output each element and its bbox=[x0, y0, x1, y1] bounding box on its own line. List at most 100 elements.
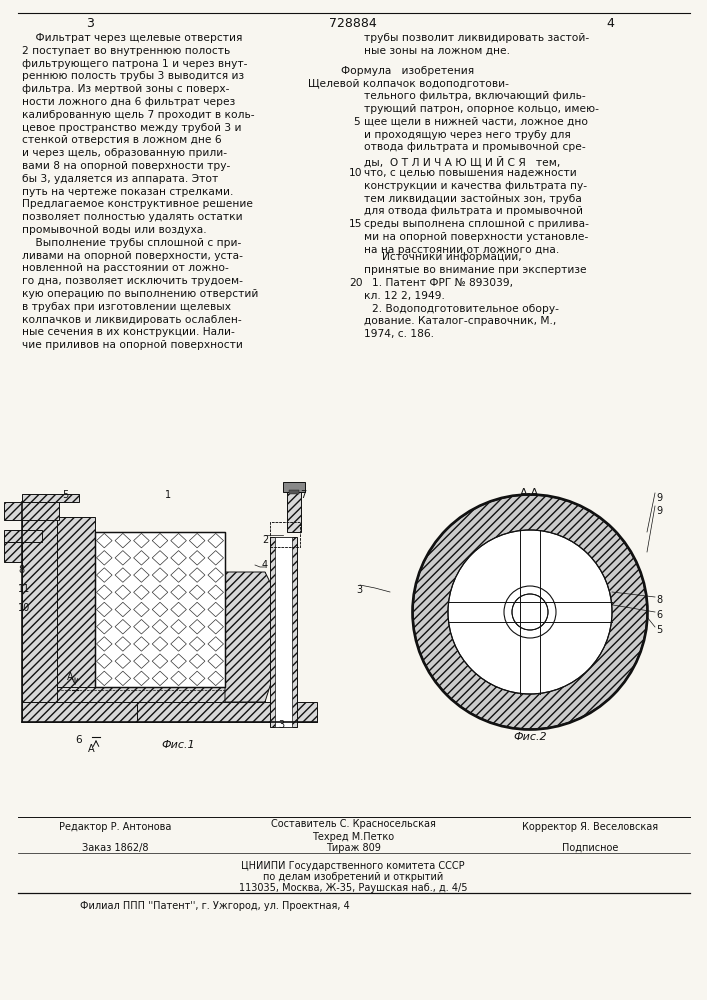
Bar bbox=[283, 482, 305, 492]
Text: 728884: 728884 bbox=[329, 17, 377, 30]
Text: на на расстоянии от ложного дна.: на на расстоянии от ложного дна. bbox=[364, 245, 559, 255]
Text: 1. Патент ФРГ № 893039,: 1. Патент ФРГ № 893039, bbox=[372, 278, 513, 288]
Text: щее щели в нижней части, ложное дно: щее щели в нижней части, ложное дно bbox=[364, 117, 588, 127]
Text: А: А bbox=[88, 744, 95, 754]
Text: ЦНИИПИ Государственного комитета СССР: ЦНИИПИ Государственного комитета СССР bbox=[241, 861, 464, 871]
Text: А: А bbox=[67, 672, 74, 682]
Wedge shape bbox=[413, 495, 647, 729]
Text: 20: 20 bbox=[349, 278, 363, 288]
Bar bbox=[287, 492, 301, 532]
Text: Редактор Р. Антонова: Редактор Р. Антонова bbox=[59, 822, 171, 832]
Text: 8: 8 bbox=[18, 565, 24, 575]
Text: тельного фильтра, включающий филь-: тельного фильтра, включающий филь- bbox=[364, 91, 586, 101]
Circle shape bbox=[512, 594, 548, 630]
Text: Выполнение трубы сплошной с при-: Выполнение трубы сплошной с при- bbox=[22, 238, 241, 248]
Text: 3: 3 bbox=[278, 720, 284, 730]
Text: среды выполнена сплошной с прилива-: среды выполнена сплошной с прилива- bbox=[364, 219, 589, 229]
Bar bbox=[22, 502, 57, 702]
Text: Составитель С. Красносельская: Составитель С. Красносельская bbox=[271, 819, 436, 829]
Text: 1974, с. 186.: 1974, с. 186. bbox=[364, 329, 434, 339]
Text: дование. Каталог-справочник, М.,: дование. Каталог-справочник, М., bbox=[364, 316, 556, 326]
Text: трующий патрон, опорное кольцо, имею-: трующий патрон, опорное кольцо, имею- bbox=[364, 104, 599, 114]
Bar bbox=[270, 537, 297, 727]
Text: Формула   изобретения: Формула изобретения bbox=[341, 66, 474, 76]
Text: что, с целью повышения надежности: что, с целью повышения надежности bbox=[364, 168, 577, 178]
Text: кую операцию по выполнению отверстий: кую операцию по выполнению отверстий bbox=[22, 289, 258, 299]
Text: цевое пространство между трубой 3 и: цевое пространство между трубой 3 и bbox=[22, 123, 242, 133]
Bar bbox=[4, 542, 22, 562]
Bar bbox=[137, 702, 317, 722]
Text: реннюю полость трубы 3 выводится из: реннюю полость трубы 3 выводится из bbox=[22, 71, 244, 81]
Text: 1: 1 bbox=[165, 490, 171, 500]
Bar bbox=[57, 687, 225, 702]
Text: позволяет полностью удалять остатки: позволяет полностью удалять остатки bbox=[22, 212, 243, 222]
Text: промывочной воды или воздуха.: промывочной воды или воздуха. bbox=[22, 225, 206, 235]
Circle shape bbox=[504, 586, 556, 638]
Text: Предлагаемое конструктивное решение: Предлагаемое конструктивное решение bbox=[22, 199, 253, 209]
Text: 4: 4 bbox=[262, 560, 268, 570]
Text: 113035, Москва, Ж-35, Раушская наб., д. 4/5: 113035, Москва, Ж-35, Раушская наб., д. … bbox=[239, 883, 467, 893]
Bar bbox=[95, 532, 225, 687]
Text: Подписное: Подписное bbox=[562, 843, 618, 853]
Text: ности ложного дна 6 фильтрат через: ности ложного дна 6 фильтрат через bbox=[22, 97, 235, 107]
Text: 10: 10 bbox=[18, 603, 30, 613]
Text: кл. 12 2, 1949.: кл. 12 2, 1949. bbox=[364, 291, 445, 301]
Text: 11: 11 bbox=[18, 584, 30, 594]
Text: 7: 7 bbox=[300, 490, 306, 500]
Text: 8: 8 bbox=[656, 595, 662, 605]
Text: Техред М.Петко: Техред М.Петко bbox=[312, 832, 394, 842]
Text: отвода фильтрата и промывочной сре-: отвода фильтрата и промывочной сре- bbox=[364, 142, 586, 152]
Text: фильтра. Из мертвой зоны с поверх-: фильтра. Из мертвой зоны с поверх- bbox=[22, 84, 230, 94]
Text: Фис.2: Фис.2 bbox=[513, 732, 547, 742]
Text: 9: 9 bbox=[656, 506, 662, 516]
Text: Источники информации,: Источники информации, bbox=[382, 252, 522, 262]
Text: 6: 6 bbox=[75, 735, 81, 745]
Text: го дна, позволяет исключить трудоем-: го дна, позволяет исключить трудоем- bbox=[22, 276, 243, 286]
Text: ми на опорной поверхности установле-: ми на опорной поверхности установле- bbox=[364, 232, 588, 242]
Bar bbox=[448, 602, 612, 622]
Text: для отвода фильтрата и промывочной: для отвода фильтрата и промывочной bbox=[364, 206, 583, 216]
Text: Филиал ППП ''Патент'', г. Ужгород, ул. Проектная, 4: Филиал ППП ''Патент'', г. Ужгород, ул. П… bbox=[80, 901, 350, 911]
Text: А-А: А-А bbox=[520, 488, 539, 498]
Bar bbox=[4, 502, 59, 520]
Text: 6: 6 bbox=[656, 610, 662, 620]
Text: 3: 3 bbox=[356, 585, 362, 595]
Text: ные сечения в их конструкции. Нали-: ные сечения в их конструкции. Нали- bbox=[22, 327, 235, 337]
Text: колпачков и ликвидировать ослаблен-: колпачков и ликвидировать ослаблен- bbox=[22, 315, 242, 325]
Bar bbox=[4, 530, 42, 542]
Bar bbox=[57, 517, 95, 702]
Text: ные зоны на ложном дне.: ные зоны на ложном дне. bbox=[364, 46, 510, 56]
Circle shape bbox=[448, 530, 612, 694]
Text: фильтрующего патрона 1 и через внут-: фильтрующего патрона 1 и через внут- bbox=[22, 59, 247, 69]
Text: по делам изобретений и открытий: по делам изобретений и открытий bbox=[263, 872, 443, 882]
Text: новленной на расстоянии от ложно-: новленной на расстоянии от ложно- bbox=[22, 263, 229, 273]
Text: стенкой отверстия в ложном дне 6: стенкой отверстия в ложном дне 6 bbox=[22, 135, 221, 145]
Text: Щелевой колпачок водоподготови-: Щелевой колпачок водоподготови- bbox=[308, 78, 508, 88]
Text: бы 3, удаляется из аппарата. Этот: бы 3, удаляется из аппарата. Этот bbox=[22, 174, 218, 184]
Text: путь на чертеже показан стрелками.: путь на чертеже показан стрелками. bbox=[22, 187, 233, 197]
Text: Фильтрат через щелевые отверстия: Фильтрат через щелевые отверстия bbox=[22, 33, 243, 43]
Text: 5: 5 bbox=[353, 117, 359, 127]
Text: 2 поступает во внутреннюю полость: 2 поступает во внутреннюю полость bbox=[22, 46, 230, 56]
Text: 10: 10 bbox=[349, 168, 363, 178]
Text: 9: 9 bbox=[656, 493, 662, 503]
Text: Корректор Я. Веселовская: Корректор Я. Веселовская bbox=[522, 822, 658, 832]
Text: и через щель, образованную прили-: и через щель, образованную прили- bbox=[22, 148, 227, 158]
Text: 3: 3 bbox=[86, 17, 94, 30]
Text: 2. Водоподготовительное обору-: 2. Водоподготовительное обору- bbox=[372, 304, 559, 314]
Text: Заказ 1862/8: Заказ 1862/8 bbox=[82, 843, 148, 853]
Text: 5: 5 bbox=[656, 625, 662, 635]
Text: ды,  О Т Л И Ч А Ю Щ И Й С Я   тем,: ды, О Т Л И Ч А Ю Щ И Й С Я тем, bbox=[364, 155, 560, 167]
Text: Тираж 809: Тираж 809 bbox=[325, 843, 380, 853]
Bar bbox=[289, 490, 299, 494]
Bar bbox=[22, 494, 79, 502]
Text: в трубах при изготовлении щелевых: в трубах при изготовлении щелевых bbox=[22, 302, 231, 312]
Bar bbox=[22, 702, 137, 722]
Text: вами 8 на опорной поверхности тру-: вами 8 на опорной поверхности тру- bbox=[22, 161, 230, 171]
Text: калиброванную щель 7 проходит в коль-: калиброванную щель 7 проходит в коль- bbox=[22, 110, 255, 120]
Polygon shape bbox=[225, 572, 290, 702]
Text: трубы позволит ликвидировать застой-: трубы позволит ликвидировать застой- bbox=[364, 33, 589, 43]
Text: 2: 2 bbox=[262, 535, 268, 545]
Text: 4: 4 bbox=[606, 17, 614, 30]
Bar bbox=[225, 572, 265, 702]
